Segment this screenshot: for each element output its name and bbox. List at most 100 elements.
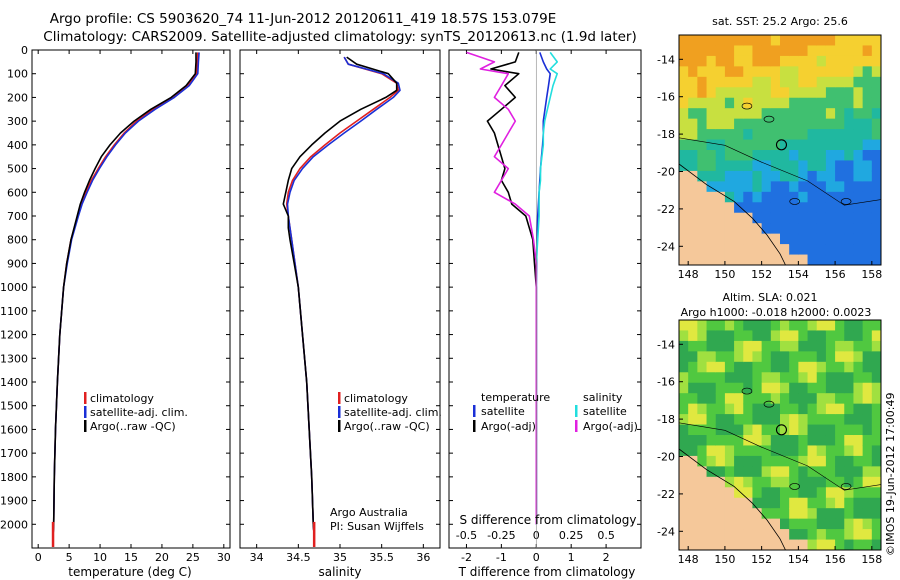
map-cell [853,445,864,457]
legend-swatch [575,420,578,432]
map-cell [789,508,799,520]
map-cell [844,202,855,214]
map-cell [688,244,698,256]
x-tick-label: 10 [93,551,107,564]
map-cell [816,45,827,57]
map-cell [844,424,855,436]
map-cell [780,320,790,332]
map-cell [844,66,855,78]
map-cell [862,212,873,224]
map-cell [715,403,726,415]
difference-xlabel: T difference from climatology [458,565,636,579]
map-cell [871,108,881,120]
map-cell [789,233,799,245]
salinity-diff-tick-label: 0.5 [597,529,615,542]
map-cell [871,466,881,478]
map-cell [752,45,763,57]
y-tick-label: 1800 [0,471,28,484]
map-cell [835,529,845,541]
pi-label: PI: Susan Wijffels [330,520,424,533]
map-cell [844,55,855,67]
map-cell [761,202,772,214]
map-cell [853,518,864,530]
map-cell [706,487,717,499]
map-cell [734,435,744,447]
map-cell [706,539,717,550]
map-cell [825,212,836,224]
map-cell [816,170,827,182]
map-cell [734,424,744,436]
map-cell [835,160,845,172]
map-cell [862,108,873,120]
map-cell [871,118,881,130]
map-cell [770,139,781,151]
map-x-tick-label: 158 [861,553,882,566]
map-cell [835,466,845,478]
title-line-2: Climatology: CARS2009. Satellite-adjuste… [43,29,636,45]
map-cell [688,45,698,57]
map-cell [706,181,717,193]
map-cell [706,445,717,457]
temperature-legend: climatology satellite-adj. clim. Argo(..… [90,392,188,433]
y-tick-label: 2000 [0,518,28,531]
map-cell [679,340,689,352]
map-cell [862,45,873,57]
map-cell [761,466,772,478]
map-cell [688,403,698,415]
map-cell [871,320,881,332]
map-cell [871,372,881,384]
isobath [679,422,881,491]
map-cell [743,414,754,426]
map-cell [715,150,726,162]
map-cell [734,181,744,193]
map-cell [807,244,818,256]
map-cell [715,424,726,436]
map-cell [789,254,799,265]
map-cell [761,320,772,332]
map-cell [770,539,781,550]
map-cell [871,445,881,457]
map-cell [835,129,845,141]
isobath [679,137,881,206]
map-cell [770,466,781,478]
map-cell [798,539,809,550]
map-cell [679,108,689,120]
map-cell [761,181,772,193]
map-cell [679,445,689,457]
map-cell [825,393,836,405]
map-cell [697,150,708,162]
map-cell [844,403,855,415]
map-cell [798,466,809,478]
map-cell [871,518,881,530]
map-cell [871,191,881,203]
map-cell [835,414,845,426]
map-cell [853,76,864,88]
map-cell [679,233,689,245]
map-cell [761,445,772,457]
map-cell [825,45,836,57]
map-cell [761,87,772,99]
map-cell [789,118,799,130]
map-cell [798,393,809,405]
map-cell [871,476,881,488]
map-cell [862,330,873,342]
x-tick-label: 0 [35,551,42,564]
map-cell [688,445,698,457]
map-cell [825,108,836,120]
map-cell [862,97,873,109]
map-cell [798,129,809,141]
legend-title: temperature [481,391,550,404]
map-cell [862,403,873,415]
map-cell [798,139,809,151]
coastline [679,448,786,550]
map-cell [789,223,799,235]
map-cell [798,424,809,436]
map-cell [862,435,873,447]
map-cell [734,393,744,405]
map-cell [715,244,726,256]
map-cell [862,160,873,172]
map-cell [844,97,855,109]
salinity-legend: climatology satellite-adj. clim. Argo(..… [330,392,442,533]
map-cell [706,139,717,151]
map-cell [853,320,864,332]
